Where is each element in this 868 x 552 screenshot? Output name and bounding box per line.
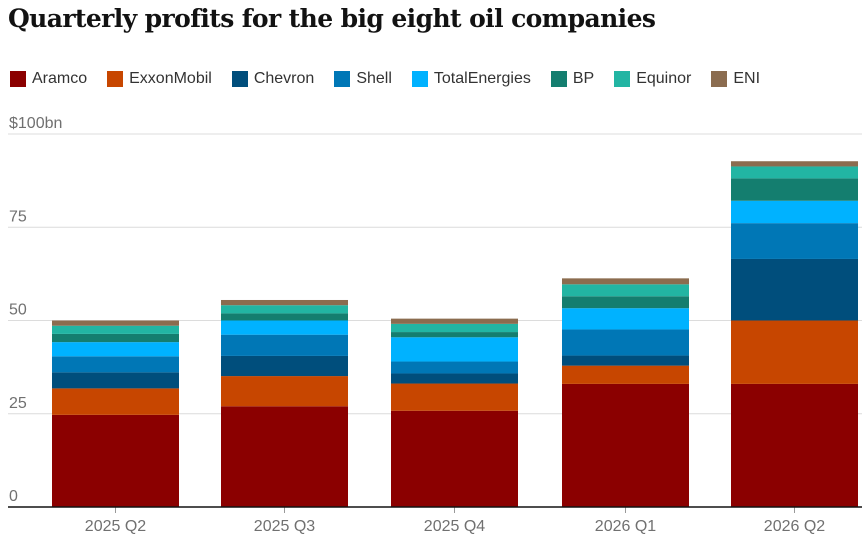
bar-segment-aramco [562, 383, 689, 507]
x-tick-label: 2026 Q2 [764, 518, 825, 535]
legend-swatch [711, 71, 728, 87]
bar-segment-chevron [221, 355, 348, 377]
bar-segment-totalenergies [221, 320, 348, 335]
legend-swatch [231, 71, 248, 87]
legend-label: Chevron [253, 70, 315, 87]
legend-label: ExxonMobil [129, 70, 212, 87]
legend-item: Equinor [614, 70, 691, 88]
legend-label: Equinor [636, 70, 692, 87]
bar-segment-shell [391, 361, 518, 374]
bar-segment-shell [221, 334, 348, 356]
legend-label: BP [572, 70, 595, 87]
bar-segment-chevron [562, 355, 689, 366]
legend-label: TotalEnergies [433, 70, 531, 87]
bar-segment-totalenergies [731, 200, 858, 224]
bar-segment-bp [562, 296, 689, 309]
legend-swatch [411, 71, 428, 87]
bar-segment-shell [52, 356, 179, 373]
y-tick-label: 75 [9, 208, 27, 225]
x-tick-label: 2025 Q3 [254, 518, 315, 535]
bar-segment-chevron [391, 373, 518, 384]
bar-segment-eni [731, 161, 858, 167]
y-tick-label: $100bn [9, 115, 62, 132]
bar-segment-aramco [52, 414, 179, 507]
legend-item: ENI [711, 70, 760, 88]
legend-label: Shell [356, 70, 392, 87]
legend-item: Chevron [231, 70, 315, 88]
bar-segment-eni [391, 318, 518, 324]
legend-swatch [550, 71, 567, 87]
x-tick-label: 2025 Q4 [424, 518, 485, 535]
x-tick-label: 2026 Q1 [595, 518, 656, 535]
legend: Aramco ExxonMobil Chevron Shell TotalEnergie… [10, 70, 780, 88]
bar-segment-equinor [731, 166, 858, 179]
bar-segment-exxonmobil [562, 365, 689, 384]
legend-label: ENI [733, 70, 761, 87]
bar-segment-exxonmobil [221, 376, 348, 407]
bar-segment-aramco [731, 383, 858, 507]
bar-segment-totalenergies [52, 342, 179, 357]
bar-segment-shell [562, 329, 689, 356]
legend-swatch [10, 71, 26, 87]
bar-segment-bp [221, 313, 348, 321]
bar-segment-equinor [562, 284, 689, 297]
legend-item: TotalEnergies [411, 70, 531, 88]
y-tick-label: 25 [9, 395, 27, 412]
legend-item: BP [550, 70, 595, 88]
legend-item: Aramco [10, 70, 87, 88]
bar-segment-aramco [391, 410, 518, 507]
legend-item: Shell [334, 70, 392, 88]
bar-segment-equinor [221, 305, 348, 314]
legend-swatch [614, 71, 631, 87]
bar-segment-eni [562, 278, 689, 285]
bar-segment-bp [731, 178, 858, 201]
x-tick-label: 2025 Q2 [85, 518, 146, 535]
bar-segment-bp [52, 333, 179, 343]
bar-segment-exxonmobil [731, 320, 858, 384]
bar-segment-totalenergies [391, 337, 518, 362]
legend-label: Aramco [32, 70, 88, 87]
bar-segment-aramco [221, 406, 348, 507]
legend-swatch [107, 71, 124, 87]
bar-segment-chevron [52, 372, 179, 389]
bar-segment-eni [52, 320, 179, 326]
bar-segment-eni [221, 299, 348, 306]
bar-segment-chevron [731, 258, 858, 321]
bar-segment-shell [731, 223, 858, 259]
bar-segment-equinor [52, 325, 179, 334]
chart-title: Quarterly profits for the big eight oil … [8, 4, 656, 33]
legend-item: ExxonMobil [107, 70, 212, 88]
y-tick-label: 0 [9, 488, 18, 505]
bar-segment-exxonmobil [52, 388, 179, 415]
bar-segment-equinor [391, 323, 518, 333]
bar-segment-bp [391, 332, 518, 338]
bar-segment-exxonmobil [391, 383, 518, 411]
bar-segment-totalenergies [562, 308, 689, 330]
y-tick-label: 50 [9, 302, 27, 319]
legend-swatch [334, 71, 351, 87]
